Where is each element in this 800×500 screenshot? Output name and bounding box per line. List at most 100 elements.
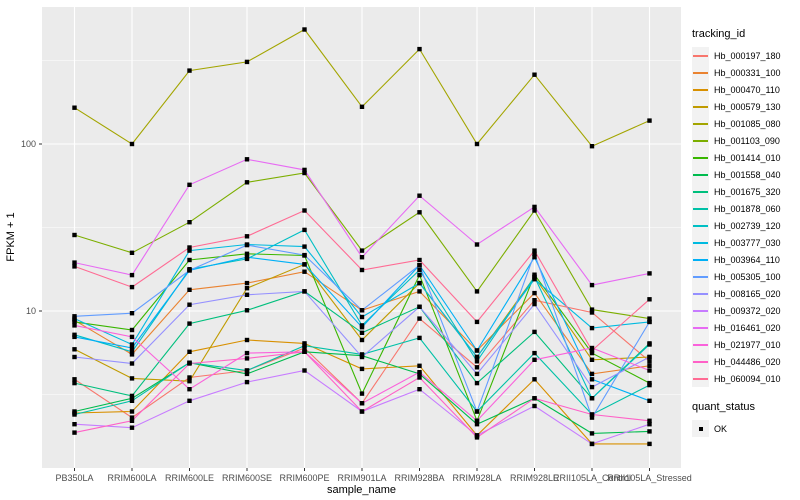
data-point-marker <box>302 227 307 233</box>
x-tick-label: RRIM928BA <box>394 473 444 483</box>
data-point-marker <box>532 377 537 382</box>
data-point-marker <box>129 334 135 340</box>
y-tick-label: 100 <box>21 139 36 149</box>
data-point-marker <box>532 403 537 409</box>
legend-key-swatch <box>692 353 709 370</box>
data-point-marker <box>244 234 250 239</box>
legend-key-line-icon <box>693 241 708 244</box>
data-point-marker <box>532 350 537 356</box>
data-point-marker <box>129 409 135 414</box>
data-point-marker <box>647 363 652 368</box>
legend-item-label: Hb_001675_320 <box>714 186 781 197</box>
legend-key-line-icon <box>693 173 708 176</box>
data-point-marker <box>417 387 422 392</box>
data-point-marker <box>72 264 77 269</box>
data-point-marker <box>187 220 192 225</box>
data-point-marker <box>129 393 135 399</box>
data-point-marker <box>72 323 77 328</box>
y-axis-title: FPKM + 1 <box>5 212 17 262</box>
legend-key-line-icon <box>693 360 708 363</box>
legend-item: Hb_001085_080 <box>692 115 798 132</box>
legend-key-swatch <box>692 166 709 183</box>
x-tick-label: RRIM600PE <box>279 473 329 483</box>
legend-quant-status-item-list: OK <box>692 420 798 437</box>
data-point-marker <box>532 301 537 307</box>
data-point-marker <box>129 272 135 278</box>
legend-item: Hb_003964_110 <box>692 251 798 268</box>
data-point-marker <box>302 289 307 294</box>
legend-item-label: Hb_008165_020 <box>714 288 781 299</box>
data-point-marker <box>417 193 422 198</box>
data-point-marker <box>244 379 250 385</box>
data-point-marker <box>589 396 595 401</box>
legend-key-line-icon <box>693 139 708 142</box>
legend-key-line-icon <box>693 71 708 74</box>
legend-item-quant-status: OK <box>692 420 798 437</box>
data-point-marker <box>474 409 480 414</box>
data-point-marker <box>72 260 77 265</box>
legend-key-swatch <box>692 115 709 132</box>
data-point-marker <box>589 371 595 377</box>
data-point-marker <box>532 290 537 296</box>
legend-key-swatch <box>692 149 709 166</box>
data-point-marker <box>187 68 192 73</box>
data-point-marker <box>129 311 135 316</box>
data-point-marker <box>129 425 135 430</box>
data-point-marker <box>474 371 480 377</box>
data-point-marker <box>532 298 537 303</box>
legend-title-quant-status: quant_status <box>692 401 755 413</box>
legend-key-line-icon <box>693 275 708 278</box>
legend-item: Hb_001103_090 <box>692 132 798 149</box>
data-point-marker <box>589 384 595 390</box>
data-point-marker <box>244 337 250 343</box>
data-point-marker <box>647 271 652 276</box>
data-point-marker <box>647 319 652 325</box>
legend-item: Hb_000197_180 <box>692 47 798 64</box>
data-point-marker <box>72 377 77 382</box>
legend-item-label: Hb_009372_020 <box>714 305 781 316</box>
data-point-marker <box>474 365 480 370</box>
data-point-marker <box>359 354 365 360</box>
data-point-marker <box>72 232 77 238</box>
legend-item-label: Hb_002739_120 <box>714 220 781 231</box>
black-square-marker-icon <box>698 426 703 431</box>
legend-item-label: Hb_001085_080 <box>714 118 781 129</box>
data-point-marker <box>187 248 192 253</box>
data-point-marker <box>474 289 480 294</box>
data-point-marker <box>302 167 307 173</box>
data-point-marker <box>589 348 595 353</box>
data-point-marker <box>72 422 77 427</box>
legend-key-swatch <box>692 200 709 217</box>
data-point-marker <box>589 377 595 382</box>
data-point-marker <box>359 352 365 357</box>
legend-item-label: Hb_001558_040 <box>714 169 781 180</box>
data-point-marker <box>417 304 422 309</box>
data-point-marker <box>187 268 192 273</box>
data-point-marker <box>302 341 307 346</box>
legend-item: Hb_021977_010 <box>692 336 798 353</box>
data-point-marker <box>244 157 250 162</box>
data-point-marker <box>359 330 365 335</box>
data-point-marker <box>532 329 537 335</box>
x-axis-title: sample_name <box>326 484 397 496</box>
legend-key-line-icon <box>693 292 708 295</box>
legend-item: Hb_060094_010 <box>692 370 798 387</box>
data-point-marker <box>474 348 480 353</box>
data-point-marker <box>474 242 480 247</box>
data-point-marker <box>532 255 537 260</box>
data-point-marker <box>129 415 135 420</box>
data-point-marker <box>187 245 192 250</box>
legend-key-swatch <box>692 217 709 234</box>
legend-key-swatch <box>692 285 709 302</box>
legend-key-line-icon <box>693 105 708 108</box>
data-point-marker <box>532 251 537 256</box>
data-point-marker <box>72 354 77 360</box>
legend-item: Hb_000579_130 <box>692 98 798 115</box>
data-point-marker <box>589 144 595 149</box>
legend-item-label: Hb_003964_110 <box>714 254 780 265</box>
data-point-marker <box>244 251 250 256</box>
data-point-marker <box>244 286 250 291</box>
data-point-marker <box>474 354 480 360</box>
